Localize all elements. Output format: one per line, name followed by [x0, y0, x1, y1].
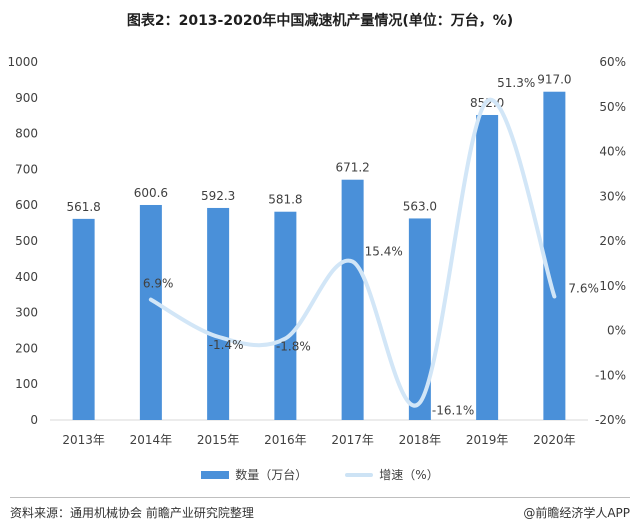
y-right-tick-label: 20%	[599, 234, 626, 248]
growth-line	[148, 97, 557, 408]
bar	[341, 179, 364, 420]
bar	[274, 211, 297, 420]
credit-note: @前瞻经济学人APP	[523, 506, 630, 520]
y-left-tick-label: 1000	[7, 55, 38, 69]
footer-divider	[10, 497, 630, 498]
bar	[139, 204, 162, 420]
y-left-tick-label: 600	[15, 198, 38, 212]
bar-value-label: 600.6	[134, 186, 168, 200]
x-tick-label: 2018年	[399, 433, 442, 447]
x-tick-label: 2013年	[62, 433, 105, 447]
y-left-tick-label: 700	[15, 162, 38, 176]
line-value-label: 7.6%	[568, 281, 599, 295]
legend-item-bar: 数量（万台）	[201, 466, 307, 483]
line-value-label: -1.4%	[209, 338, 244, 352]
y-right-tick-label: 30%	[599, 189, 626, 203]
line-value-label: 51.3%	[497, 76, 535, 90]
bar	[476, 114, 499, 420]
x-tick-label: 2015年	[197, 433, 240, 447]
source-note: 资料来源：通用机械协会 前瞻产业研究院整理	[10, 506, 254, 520]
line-value-label: -1.8%	[276, 340, 311, 354]
x-tick-label: 2017年	[331, 433, 374, 447]
y-left-tick-label: 200	[15, 341, 38, 355]
bar	[207, 207, 230, 420]
legend-swatch-bar	[201, 470, 230, 479]
bar-value-label: 671.2	[335, 161, 369, 175]
x-tick-label: 2016年	[264, 433, 307, 447]
line-value-label: 15.4%	[365, 245, 403, 259]
bar-value-label: 592.3	[201, 189, 235, 203]
x-tick-label: 2020年	[533, 433, 576, 447]
bar-value-label: 561.8	[66, 200, 100, 214]
y-right-tick-label: 10%	[599, 279, 626, 293]
y-right-tick-label: -20%	[595, 413, 626, 427]
y-left-tick-label: 900	[15, 91, 38, 105]
line-value-label: -16.1%	[432, 404, 474, 418]
legend-label-bar: 数量（万台）	[235, 468, 308, 482]
bar	[72, 218, 95, 420]
x-tick-label: 2014年	[130, 433, 173, 447]
legend-swatch-line	[345, 472, 374, 477]
bar-value-label: 917.0	[537, 73, 571, 87]
legend-label-line: 增速（%）	[379, 468, 439, 482]
y-left-tick-label: 100	[15, 377, 38, 391]
legend: 数量（万台） 增速（%）	[0, 466, 640, 483]
y-left-tick-label: 300	[15, 306, 38, 320]
bar-value-label: 581.8	[268, 193, 302, 207]
y-right-tick-label: 50%	[599, 100, 626, 114]
bar-value-label: 563.0	[403, 199, 437, 213]
bar	[408, 218, 431, 420]
bar	[543, 91, 566, 421]
y-right-tick-label: -10%	[595, 368, 626, 382]
x-tick-label: 2019年	[466, 433, 509, 447]
y-right-tick-label: 60%	[599, 55, 626, 69]
y-left-tick-label: 500	[15, 234, 38, 248]
y-left-tick-label: 800	[15, 127, 38, 141]
y-left-tick-label: 0	[30, 413, 38, 427]
y-left-tick-label: 400	[15, 270, 38, 284]
legend-item-line: 增速（%）	[345, 466, 439, 483]
line-value-label: 6.9%	[143, 277, 174, 291]
chart-title: 图表2：2013-2020年中国减速机产量情况(单位：万台，%)	[126, 13, 514, 29]
y-right-tick-label: 0%	[607, 324, 626, 338]
y-right-tick-label: 40%	[599, 145, 626, 159]
